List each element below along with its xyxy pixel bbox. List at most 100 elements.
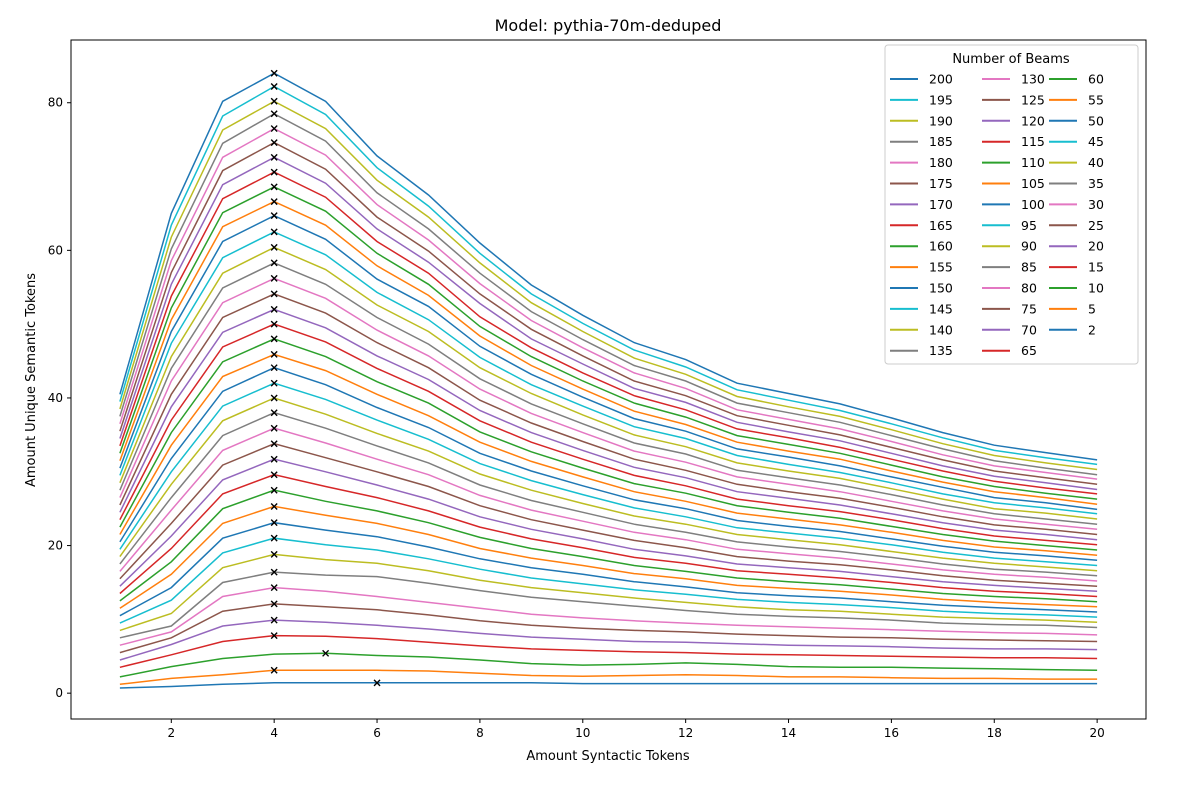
series-line-10	[119, 652, 1098, 678]
x-tick-label-4: 4	[270, 726, 278, 740]
legend-label-65: 65	[1021, 343, 1037, 358]
x-tick-label-14: 14	[781, 726, 796, 740]
series-line-80	[119, 427, 1098, 582]
series-line-75	[119, 442, 1098, 587]
series-line-55	[119, 505, 1098, 609]
y-tick-label-60: 60	[48, 243, 63, 257]
max-marker-35	[270, 568, 278, 576]
max-marker-130	[270, 274, 278, 282]
max-marker-180	[270, 125, 278, 133]
legend-label-95: 95	[1021, 218, 1037, 233]
max-marker-2	[373, 679, 381, 687]
legend-label-25: 25	[1088, 218, 1104, 233]
max-marker-80	[270, 424, 278, 432]
series-line-105	[119, 353, 1098, 556]
series-line-25	[119, 603, 1098, 654]
series-line-145	[119, 231, 1098, 515]
max-marker-165	[270, 168, 278, 176]
series-line-140	[119, 246, 1098, 520]
max-marker-60	[270, 486, 278, 494]
series-line-180	[119, 127, 1098, 480]
x-tick-label-2: 2	[167, 726, 175, 740]
max-marker-20	[270, 616, 278, 624]
max-marker-75	[270, 440, 278, 448]
max-marker-195	[270, 83, 278, 90]
legend-label-155: 155	[929, 260, 953, 275]
max-marker-40	[270, 550, 278, 558]
max-marker-145	[270, 228, 278, 236]
series-line-130	[119, 277, 1098, 531]
legend-label-100: 100	[1021, 197, 1045, 212]
series-line-35	[119, 571, 1098, 639]
series-line-40	[119, 553, 1098, 632]
legend-label-80: 80	[1021, 281, 1037, 296]
max-marker-layer	[270, 69, 381, 687]
x-tick-label-6: 6	[373, 726, 381, 740]
max-marker-185	[270, 110, 278, 118]
legend-label-5: 5	[1088, 301, 1096, 316]
series-line-50	[119, 521, 1098, 617]
legend-label-85: 85	[1021, 260, 1037, 275]
max-marker-190	[270, 97, 278, 105]
max-marker-170	[270, 153, 278, 161]
x-tick-label-8: 8	[476, 726, 484, 740]
legend-label-70: 70	[1021, 322, 1037, 337]
legend-label-180: 180	[929, 155, 953, 170]
legend-label-170: 170	[929, 197, 953, 212]
chart-title: Model: pythia-70m-deduped	[495, 16, 722, 35]
series-line-85	[119, 411, 1098, 577]
series-layer	[119, 72, 1098, 689]
legend-box	[884, 44, 1139, 365]
legend-label-105: 105	[1021, 176, 1045, 191]
legend-label-50: 50	[1088, 113, 1104, 128]
legend-label-20: 20	[1088, 239, 1104, 254]
series-line-70	[119, 458, 1098, 593]
max-marker-65	[270, 471, 278, 479]
series-line-20	[119, 619, 1098, 661]
max-marker-135	[270, 259, 278, 267]
series-line-95	[119, 382, 1098, 567]
y-axis-ticks: 0 20 40 60 80	[48, 96, 71, 700]
series-line-200	[119, 72, 1098, 461]
legend-label-60: 60	[1088, 72, 1104, 87]
series-line-135	[119, 262, 1098, 525]
max-marker-30	[270, 584, 278, 592]
legend-label-30: 30	[1088, 197, 1104, 212]
max-marker-5	[270, 666, 278, 674]
legend-label-185: 185	[929, 134, 953, 149]
series-line-175	[119, 141, 1098, 486]
series-line-185	[119, 112, 1098, 476]
max-marker-15	[270, 632, 278, 640]
legend-label-15: 15	[1088, 260, 1104, 275]
series-line-115	[119, 323, 1098, 546]
series-line-170	[119, 156, 1098, 491]
legend-label-45: 45	[1088, 134, 1104, 149]
legend-label-160: 160	[929, 239, 953, 254]
legend-label-145: 145	[929, 301, 953, 316]
legend-label-125: 125	[1021, 92, 1045, 107]
y-axis-label: Amount Unique Semantic Tokens	[24, 273, 39, 487]
legend-label-35: 35	[1088, 176, 1104, 191]
max-marker-95	[270, 379, 278, 387]
max-marker-115	[270, 320, 278, 328]
max-marker-125	[270, 290, 278, 298]
x-axis-ticks: 2 4 6 8 10 12 14 16 18 20	[167, 719, 1105, 740]
max-marker-55	[270, 502, 278, 510]
max-marker-200	[270, 69, 278, 77]
legend-label-165: 165	[929, 218, 953, 233]
y-tick-label-0: 0	[55, 686, 63, 700]
series-line-45	[119, 537, 1098, 624]
legend-entries: 2001951901851801751701651601551501451401…	[890, 72, 1104, 358]
max-marker-90	[270, 394, 278, 402]
max-marker-10	[322, 649, 330, 657]
legend-label-55: 55	[1088, 92, 1104, 107]
legend-label-195: 195	[929, 92, 953, 107]
x-tick-label-18: 18	[987, 726, 1002, 740]
max-marker-155	[270, 198, 278, 206]
max-marker-110	[270, 335, 278, 343]
series-line-165	[119, 171, 1098, 495]
max-marker-140	[270, 243, 278, 251]
max-marker-50	[270, 519, 278, 527]
legend-label-2: 2	[1088, 322, 1096, 337]
